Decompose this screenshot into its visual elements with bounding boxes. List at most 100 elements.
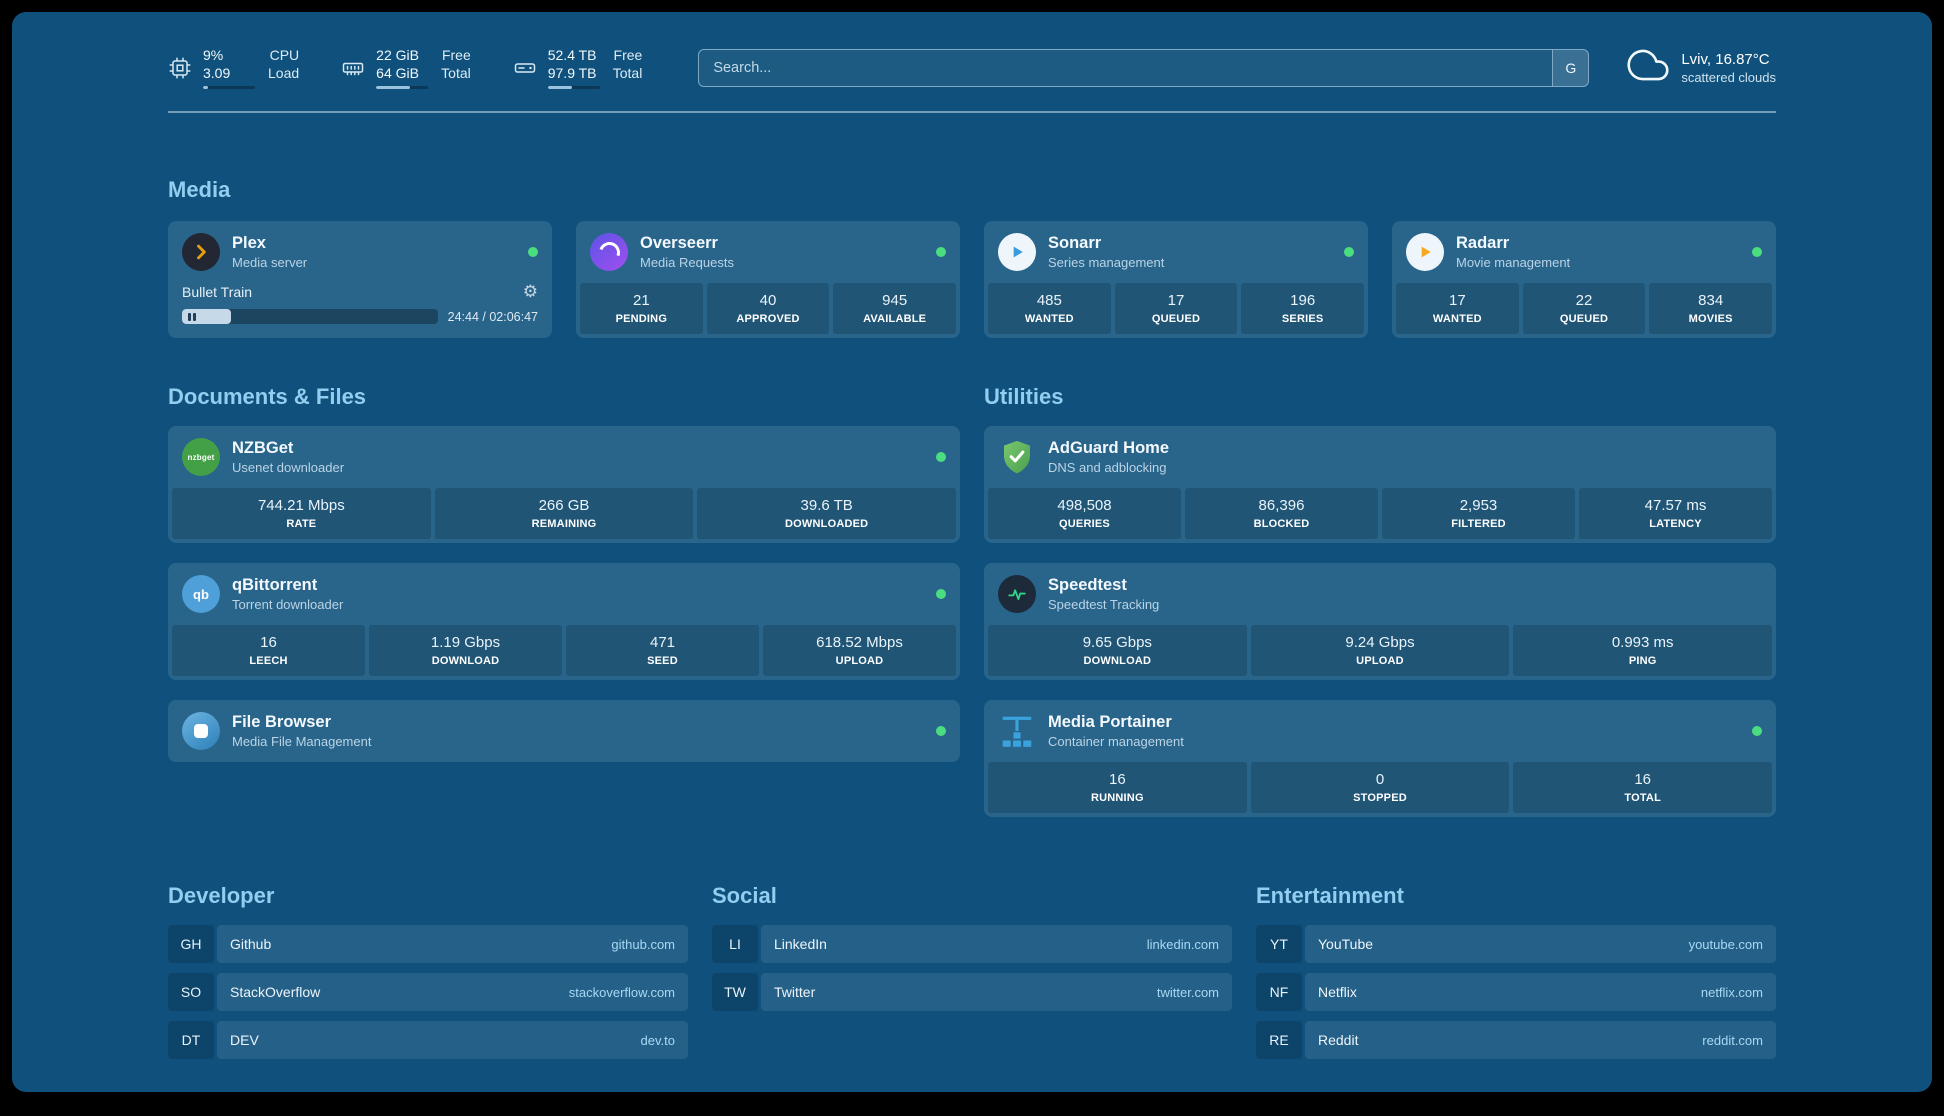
stat-label: DOWNLOAD [431, 655, 500, 667]
service-card-radarr[interactable]: Radarr Movie management 17 WANTED 22 QUE… [1392, 221, 1776, 338]
section-title-media: Media [168, 177, 231, 202]
stat-value: 945 [882, 292, 908, 309]
bookmark-youtube[interactable]: YT YouTube youtube.com [1256, 925, 1776, 963]
stats-row: 498,508 QUERIES 86,396 BLOCKED 2,953 FIL… [984, 488, 1776, 543]
bookmark-github[interactable]: GH Github github.com [168, 925, 688, 963]
service-card-portainer[interactable]: Media Portainer Container management 16 … [984, 700, 1776, 817]
bookmark-url: netflix.com [1700, 984, 1763, 1000]
stat-tile: 0 STOPPED [1250, 762, 1510, 813]
gear-icon[interactable]: ⚙ [522, 282, 538, 301]
service-description: DNS and adblocking [1048, 460, 1167, 475]
memory-free-value: 22 GiB [376, 46, 419, 63]
bookmark-stackoverflow[interactable]: SO StackOverflow stackoverflow.com [168, 973, 688, 1011]
stat-label: LEECH [249, 655, 288, 667]
stat-tile: 266 GB REMAINING [434, 488, 694, 539]
bookmark-name: StackOverflow [230, 984, 321, 1000]
disk-free-value: 52.4 TB [547, 46, 597, 63]
section-documents: Documents & Files nzbget NZBGet Usenet d… [168, 384, 960, 762]
service-name: AdGuard Home [1048, 439, 1170, 457]
card-header: Sonarr Series management [984, 221, 1368, 283]
bookmark-abbr: DT [168, 1021, 214, 1059]
stat-tile: 16 TOTAL [1513, 762, 1773, 813]
bookmark-reddit[interactable]: RE Reddit reddit.com [1256, 1021, 1776, 1059]
service-card-speedtest[interactable]: Speedtest Speedtest Tracking 9.65 Gbps D… [984, 563, 1776, 680]
service-card-plex[interactable]: Plex Media server Bullet Train ⚙ [168, 221, 552, 338]
stat-tile: 9.65 Gbps DOWNLOAD [988, 625, 1247, 676]
service-name: Plex [232, 234, 266, 252]
weather-condition: scattered clouds [1681, 69, 1776, 85]
service-card-sonarr[interactable]: Sonarr Series management 485 WANTED 17 Q… [984, 221, 1368, 338]
stat-value: 471 [649, 634, 676, 651]
bookmark-url: stackoverflow.com [568, 984, 675, 1000]
section-media: Media Plex Media server [168, 177, 1776, 338]
service-card-qbittorrent[interactable]: qb qBittorrent Torrent downloader 16 [168, 563, 960, 680]
stat-label: APPROVED [736, 313, 800, 325]
speedtest-icon [998, 575, 1036, 613]
stat-tile: 498,508 QUERIES [988, 488, 1181, 539]
service-name: File Browser [232, 713, 332, 731]
stat-label: LATENCY [1649, 518, 1702, 530]
bookmark-name: YouTube [1318, 936, 1374, 952]
service-card-filebrowser[interactable]: File Browser Media File Management [168, 700, 960, 762]
topbar-divider [168, 111, 1776, 113]
portainer-icon [998, 712, 1036, 750]
stat-tile: 39.6 TB DOWNLOADED [697, 488, 957, 539]
nzbget-icon-glyph: nzbget [187, 452, 215, 462]
bookmark-name: Netflix [1318, 984, 1357, 1000]
bookmark-linkedin[interactable]: LI LinkedIn linkedin.com [712, 925, 1232, 963]
bookmark-group-title: Entertainment [1256, 883, 1404, 908]
stat-value: 834 [1698, 292, 1724, 309]
stat-value: 47.57 ms [1644, 497, 1707, 514]
bookmark-netflix[interactable]: NF Netflix netflix.com [1256, 973, 1776, 1011]
stat-tile: 744.21 Mbps RATE [172, 488, 431, 539]
pause-icon[interactable] [188, 312, 196, 321]
bookmark-url: github.com [611, 936, 675, 952]
filebrowser-icon [182, 712, 220, 750]
search-input[interactable] [699, 49, 1553, 86]
disk-usage-bar [547, 86, 600, 90]
stat-tile: 17 QUEUED [1114, 283, 1238, 334]
weather-widget: Lviv, 16.87°C scattered clouds [1627, 44, 1776, 91]
stat-value: 498,508 [1057, 497, 1112, 514]
card-header: AdGuard Home DNS and adblocking [984, 426, 1776, 488]
section-title-documents: Documents & Files [168, 384, 367, 409]
card-header: File Browser Media File Management [168, 700, 960, 762]
service-name: Speedtest [1048, 576, 1127, 594]
stat-label: STOPPED [1353, 792, 1407, 804]
stat-label: QUEUED [1559, 313, 1609, 325]
stat-label: PING [1628, 655, 1657, 667]
memory-usage-bar-fill [376, 86, 411, 90]
stat-value: 17 [1448, 292, 1466, 309]
service-card-nzbget[interactable]: nzbget NZBGet Usenet downloader 744.21 M… [168, 426, 960, 543]
service-card-overseerr[interactable]: Overseerr Media Requests 21 PENDING 40 A… [576, 221, 960, 338]
stat-label: RATE [286, 518, 317, 530]
memory-total-label: Total [441, 65, 471, 81]
playback-progress-fill [182, 309, 231, 324]
stat-label: UPLOAD [1356, 655, 1404, 667]
stat-tile: 40 APPROVED [706, 283, 830, 334]
stat-tile: 1.19 Gbps DOWNLOAD [369, 625, 562, 676]
bookmark-twitter[interactable]: TW Twitter twitter.com [712, 973, 1232, 1011]
stat-label: PENDING [615, 313, 668, 325]
stat-value: 9.65 Gbps [1082, 634, 1152, 651]
stat-value: 86,396 [1258, 497, 1305, 514]
top-bar: 9% 3.09 CPU Load 22 GiB [168, 12, 1776, 91]
stat-label: WANTED [1024, 313, 1074, 325]
service-description: Usenet downloader [232, 460, 345, 475]
bookmark-name: Github [230, 936, 272, 952]
section-title-utilities: Utilities [984, 384, 1064, 409]
bookmark-dev[interactable]: DT DEV dev.to [168, 1021, 688, 1059]
disk-usage-bar-fill [547, 86, 572, 90]
disk-total-label: Total [612, 65, 643, 81]
service-card-adguard[interactable]: AdGuard Home DNS and adblocking 498,508 … [984, 426, 1776, 543]
memory-free-label: Free [441, 46, 471, 63]
stat-value: 485 [1036, 292, 1062, 309]
qbittorrent-icon-glyph: qb [193, 586, 209, 602]
playback-progress-bar[interactable] [182, 309, 438, 324]
card-header: Overseerr Media Requests [576, 221, 960, 283]
service-name: Radarr [1456, 234, 1510, 252]
cpu-load-label: Load [268, 65, 300, 81]
search-provider-button[interactable]: G [1552, 49, 1589, 86]
bookmark-group-title: Social [712, 883, 777, 908]
stats-row: 16 LEECH 1.19 Gbps DOWNLOAD 471 SEED [168, 625, 960, 680]
